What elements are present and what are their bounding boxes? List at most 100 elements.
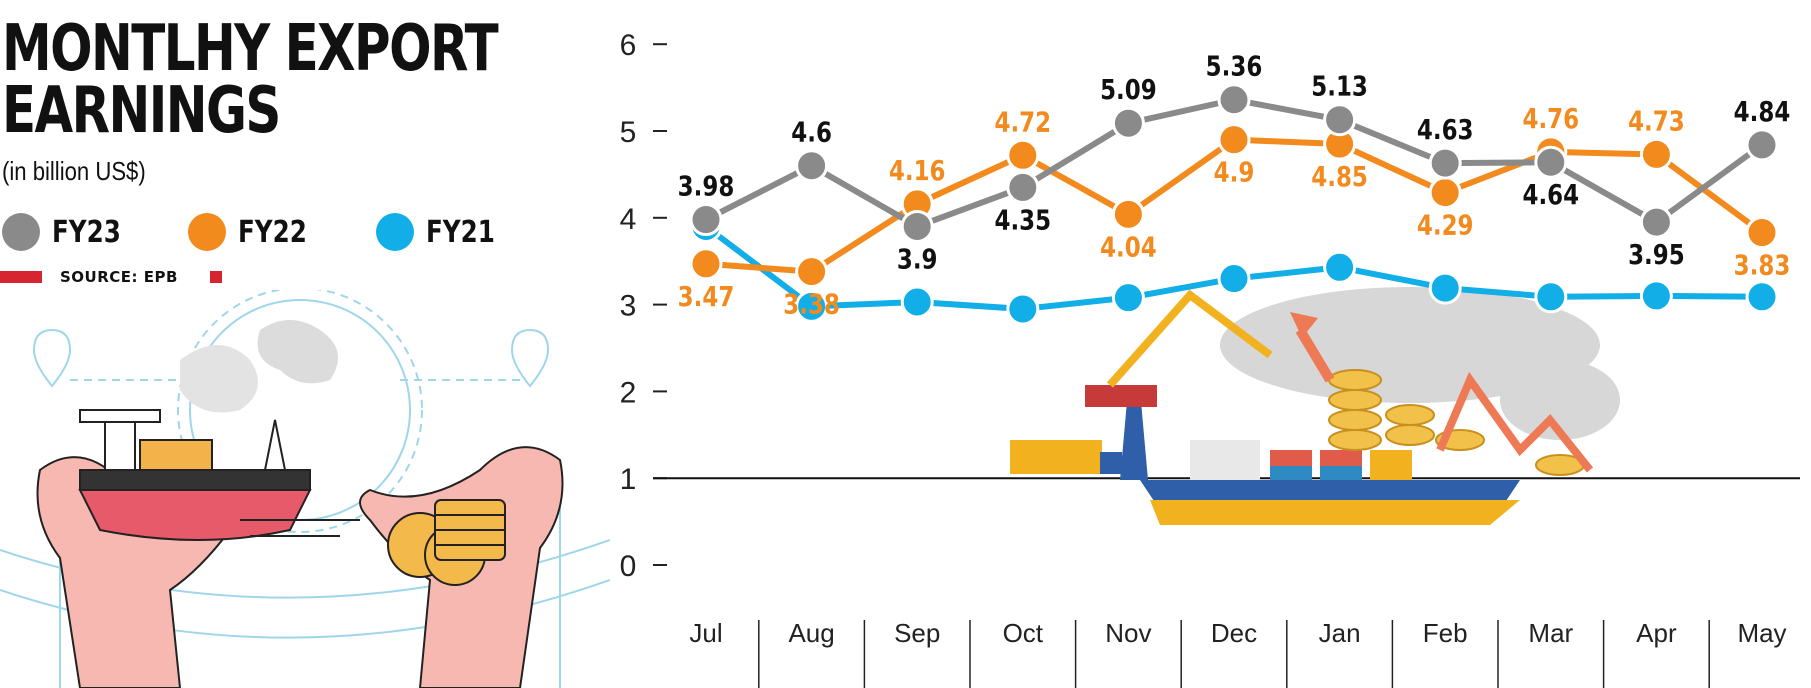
data-point-fy22 (1111, 197, 1145, 231)
data-point-fy23 (1534, 145, 1568, 179)
data-point-fy22 (1639, 137, 1673, 171)
chart-subtitle: (in billion US$) (2, 156, 146, 186)
data-label-fy22: 3.83 (1734, 249, 1791, 282)
data-point-fy21 (1111, 281, 1145, 315)
y-tick-label: 4 (620, 203, 637, 236)
data-point-fy23 (795, 149, 829, 183)
data-point-fy21 (1745, 280, 1779, 314)
data-point-fy23 (1217, 83, 1251, 117)
data-point-fy21 (1323, 250, 1357, 284)
data-label-fy23: 3.9 (897, 243, 938, 276)
x-tick-label: Jan (1319, 618, 1361, 648)
data-point-fy22 (1534, 135, 1568, 169)
data-point-fy23 (900, 209, 934, 243)
x-tick-label: Aug (788, 618, 834, 648)
data-point-fy23 (1323, 103, 1357, 137)
data-labels: 3.98 4.6 3.9 4.35 5.09 5.36 5.13 4.63 4.64 3.95 4.… (678, 51, 1791, 322)
data-point-fy23 (1745, 128, 1779, 162)
series-fy22 (689, 123, 1779, 289)
data-point-fy23 (689, 203, 723, 237)
source-note: SOURCE: EPB (0, 268, 230, 286)
title-line-1: MONTLHY EXPORT (2, 12, 499, 86)
data-point-fy21 (1428, 271, 1462, 305)
y-tick-label: 1 (620, 463, 637, 496)
data-point-fy23 (1639, 205, 1673, 239)
data-label-fy23: 3.98 (678, 170, 735, 203)
x-tick-label: May (1737, 618, 1786, 648)
x-axis: Jul Aug Sep Oct Nov Dec Jan Feb Mar Apr May (689, 618, 1787, 688)
legend-swatch-fy21 (376, 213, 414, 251)
data-point-fy21 (1217, 262, 1251, 296)
y-tick-label: 2 (620, 376, 637, 409)
x-tick-label: Dec (1211, 618, 1257, 648)
cargo-ship-illustration (1010, 287, 1620, 525)
data-point-fy21 (900, 285, 934, 319)
y-axis: 0 1 2 3 4 5 6 (620, 29, 1800, 583)
data-point-fy21 (689, 209, 723, 243)
data-point-fy22 (1217, 123, 1251, 157)
data-point-fy23 (1428, 146, 1462, 180)
x-tick-label: Oct (1003, 618, 1044, 648)
data-point-fy22 (689, 247, 723, 281)
data-label-fy23: 4.6 (791, 117, 832, 150)
legend-label-fy22: FY22 (238, 214, 307, 250)
data-point-fy23 (1111, 106, 1145, 140)
data-point-fy22 (795, 255, 829, 289)
data-label-fy22: 4.72 (994, 106, 1051, 139)
data-label-fy23: 4.63 (1417, 114, 1474, 147)
legend-item-fy22: FY22 (188, 210, 322, 254)
data-label-fy22: 4.73 (1628, 105, 1685, 138)
chart-title: MONTLHY EXPORT EARNINGS (2, 12, 499, 148)
x-tick-label: Nov (1105, 618, 1151, 648)
data-label-fy22: 3.38 (783, 288, 840, 321)
series-fy23 (689, 83, 1779, 243)
source-text: SOURCE: EPB (60, 268, 178, 286)
data-label-fy23: 5.36 (1206, 51, 1263, 84)
data-point-fy22 (1428, 176, 1462, 210)
legend: FY23 FY22 FY21 (0, 210, 520, 260)
data-label-fy23: 5.13 (1311, 71, 1368, 104)
series-line-fy21 (704, 224, 1763, 312)
data-point-fy23 (1006, 170, 1040, 204)
x-tick-label: Feb (1423, 618, 1468, 648)
data-point-fy22 (900, 187, 934, 221)
source-accent-right (210, 271, 222, 283)
data-label-fy23: 5.09 (1100, 74, 1157, 107)
data-point-fy21 (1006, 292, 1040, 326)
legend-item-fy23: FY23 (2, 210, 136, 254)
x-tick-label: Jul (689, 618, 722, 648)
y-tick-label: 5 (620, 116, 637, 149)
x-tick-label: Sep (894, 618, 940, 648)
export-hands-illustration (0, 290, 610, 688)
legend-label-fy21: FY21 (426, 214, 495, 250)
legend-swatch-fy23 (2, 213, 40, 251)
data-point-fy22 (1006, 138, 1040, 172)
data-label-fy22: 4.16 (889, 155, 946, 188)
data-label-fy23: 4.64 (1522, 179, 1579, 212)
y-tick-label: 3 (620, 290, 637, 323)
legend-item-fy21: FY21 (376, 210, 510, 254)
data-label-fy22: 4.76 (1522, 103, 1579, 136)
data-label-fy23: 3.95 (1628, 239, 1685, 272)
legend-swatch-fy22 (188, 213, 226, 251)
data-label-fy22: 4.29 (1417, 209, 1474, 242)
source-accent-left (0, 271, 42, 283)
x-tick-label: Apr (1636, 618, 1677, 648)
title-line-2: EARNINGS (2, 74, 281, 148)
data-label-fy22: 4.9 (1214, 157, 1255, 190)
data-label-fy23: 4.35 (994, 204, 1051, 237)
y-tick-label: 0 (620, 550, 637, 583)
y-tick-label: 6 (620, 29, 637, 62)
data-point-fy22 (1745, 216, 1779, 250)
series-line-fy22 (705, 136, 1764, 275)
data-label-fy23: 4.84 (1734, 96, 1791, 129)
x-tick-label: Mar (1528, 618, 1573, 648)
data-label-fy22: 4.04 (1100, 231, 1157, 264)
data-point-fy22 (1323, 127, 1357, 161)
data-label-fy22: 4.85 (1311, 161, 1368, 194)
data-point-fy21 (1534, 280, 1568, 314)
series-line-fy23 (704, 96, 1764, 230)
data-point-fy21 (795, 289, 829, 323)
series-fy21 (689, 209, 1779, 326)
data-label-fy22: 3.47 (678, 281, 735, 314)
